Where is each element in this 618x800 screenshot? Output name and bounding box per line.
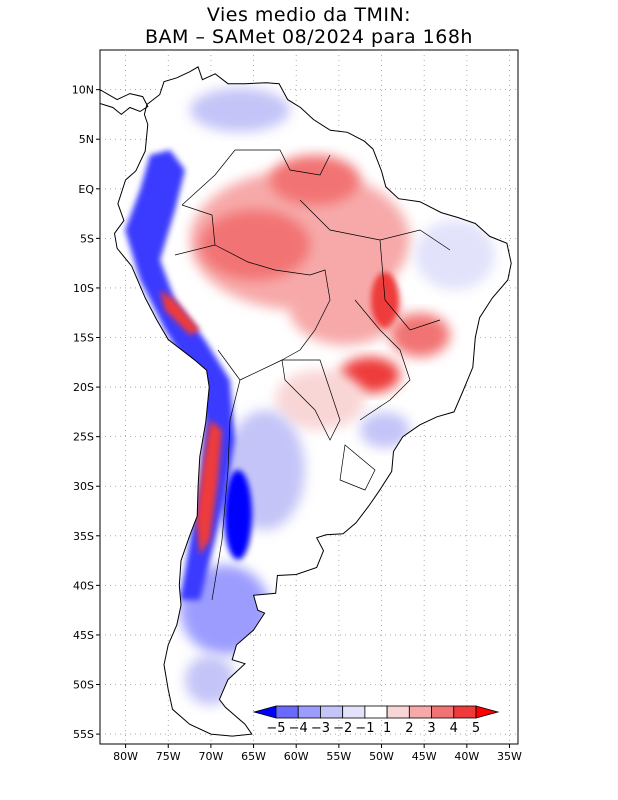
- colorbar-label: −1: [355, 721, 374, 736]
- border-paraguay: [281, 359, 341, 441]
- lat-tick-label: 40S: [73, 579, 94, 592]
- border-peru-brazil: [174, 204, 216, 256]
- colorbar-swatch: [342, 705, 366, 719]
- colorbar-label: 4: [450, 721, 458, 736]
- warm-region-paraguay: [275, 370, 365, 430]
- lon-tick-label: 45W: [412, 750, 437, 763]
- colorbar-swatch: [297, 705, 321, 719]
- colorbar-label: −5: [266, 721, 285, 736]
- colorbar-swatch: [431, 705, 455, 719]
- lat-tick-label: 15S: [73, 332, 94, 345]
- colorbar-label: 1: [383, 721, 391, 736]
- warm-region-north: [270, 155, 360, 205]
- map-title-line-2: BAM – SAMet 08/2024 para 168h: [145, 26, 473, 48]
- border-bolivia-argentina: [239, 359, 283, 381]
- coastline: [99, 66, 512, 737]
- lon-tick-label: 65W: [241, 750, 266, 763]
- colorbar-swatch: [275, 705, 299, 719]
- lon-tick-label: 40W: [454, 750, 479, 763]
- lat-tick-label: 10N: [72, 84, 94, 97]
- lon-tick-label: 60W: [284, 750, 309, 763]
- border-uruguay: [339, 444, 376, 491]
- colorbar-swatch: [408, 705, 432, 719]
- lon-tick-label: 70W: [198, 750, 223, 763]
- lat-tick-label: 10S: [73, 282, 94, 295]
- cool-region-northeast: [415, 220, 495, 290]
- lon-tick-label: 80W: [113, 750, 138, 763]
- border-chile-argentina: [211, 349, 241, 601]
- colorbar-label: 2: [405, 721, 413, 736]
- lon-tick-label: 55W: [326, 750, 351, 763]
- colorbar-swatch: [364, 705, 388, 719]
- lat-tick-label: 55S: [73, 728, 94, 741]
- lat-tick-label: EQ: [78, 183, 94, 196]
- longitude-ticks: 80W 75W 70W 65W 60W 55W 50W 45W 40W 35W: [113, 744, 522, 763]
- lon-tick-label: 75W: [156, 750, 181, 763]
- lat-tick-label: 50S: [73, 679, 94, 692]
- lon-tick-label: 35W: [497, 750, 522, 763]
- latitude-ticks: 10N 5N EQ 5S 10S 15S 20S 25S 30S 35S 40S 45S 50S 55S: [72, 84, 100, 741]
- lat-tick-label: 20S: [73, 381, 94, 394]
- border-brazil-states-1: [354, 299, 411, 421]
- lat-tick-label: 25S: [73, 431, 94, 444]
- map-title-line-1: Vies medio da TMIN:: [206, 4, 412, 26]
- lat-tick-label: 5N: [79, 133, 94, 146]
- colorbar-label: −2: [333, 721, 352, 736]
- lat-tick-label: 30S: [73, 480, 94, 493]
- colorbar-label: −4: [289, 721, 308, 736]
- cool-region-cuyo: [224, 470, 252, 560]
- warm-region-bahia: [390, 313, 450, 357]
- border-brazil-states-3: [379, 239, 441, 331]
- border-colombia-venezuela: [181, 149, 331, 206]
- colorbar-swatch: [453, 705, 477, 719]
- lat-tick-label: 5S: [80, 232, 94, 245]
- lon-tick-label: 50W: [369, 750, 394, 763]
- colorbar-label: 5: [472, 721, 480, 736]
- cool-region-venezuela: [190, 88, 290, 132]
- warm-region-andes-peru: [160, 290, 200, 335]
- colorbar: −5 −4 −3 −2 −1 1 2 3 4 5: [252, 705, 500, 736]
- colorbar-max-arrow: [475, 705, 500, 719]
- colorbar-label: −3: [311, 721, 330, 736]
- warm-region-amazon-core: [200, 210, 310, 280]
- colorbar-swatch: [320, 705, 344, 719]
- border-bolivia-brazil: [214, 244, 331, 361]
- lat-tick-label: 35S: [73, 530, 94, 543]
- colorbar-label: 3: [427, 721, 435, 736]
- country-borders: [174, 149, 451, 601]
- colorbar-swatch: [386, 705, 410, 719]
- cool-region-sao-paulo: [360, 412, 410, 448]
- warm-region-andes-chile: [196, 420, 222, 555]
- lat-tick-label: 45S: [73, 629, 94, 642]
